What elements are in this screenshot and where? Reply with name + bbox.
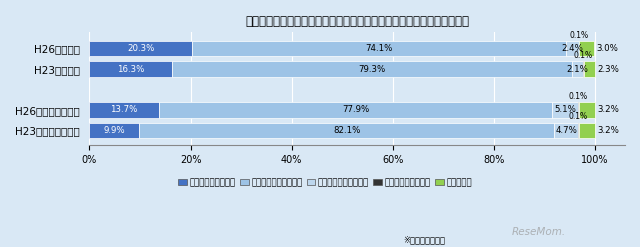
Legend: 大いに効果があった, ある程度効果があった, あまり効果はなかった, 全く効果はなかった, わからない: 大いに効果があった, ある程度効果があった, あまり効果はなかった, 全く効果は…	[175, 174, 476, 190]
Bar	[140, 123, 554, 138]
Bar	[566, 41, 579, 57]
Text: 16.3%: 16.3%	[117, 65, 145, 74]
Text: 2.4%: 2.4%	[561, 44, 584, 53]
Text: 74.1%: 74.1%	[365, 44, 393, 53]
Bar	[192, 41, 566, 57]
Text: 77.9%: 77.9%	[342, 105, 369, 114]
Bar	[172, 61, 572, 77]
Text: 13.7%: 13.7%	[110, 105, 138, 114]
Bar	[159, 102, 552, 118]
Text: 79.3%: 79.3%	[358, 65, 386, 74]
Text: 2.1%: 2.1%	[567, 65, 589, 74]
Text: ReseMom.: ReseMom.	[512, 227, 566, 237]
Bar	[554, 123, 578, 138]
Bar	[90, 61, 172, 77]
Text: ※国公私立合計値: ※国公私立合計値	[403, 236, 445, 245]
Bar	[90, 102, 159, 118]
Text: 5.1%: 5.1%	[554, 105, 576, 114]
Bar	[579, 123, 595, 138]
Bar	[90, 123, 140, 138]
Text: 3.0%: 3.0%	[596, 44, 619, 53]
Text: 0.1%: 0.1%	[573, 51, 593, 60]
Text: 3.2%: 3.2%	[597, 105, 619, 114]
Bar	[584, 61, 595, 77]
Bar	[572, 61, 583, 77]
Text: 2.3%: 2.3%	[598, 65, 620, 74]
Bar	[90, 41, 192, 57]
Text: 0.1%: 0.1%	[569, 31, 588, 40]
Text: 3.2%: 3.2%	[597, 126, 619, 135]
Text: 20.3%: 20.3%	[127, 44, 154, 53]
Bar	[579, 41, 594, 57]
Text: 9.9%: 9.9%	[104, 126, 125, 135]
Text: 0.1%: 0.1%	[569, 112, 588, 122]
Title: 「学校運営の組織的・継続的改善にどの程度効果があったと考えるか」: 「学校運営の組織的・継続的改善にどの程度効果があったと考えるか」	[245, 15, 469, 28]
Text: 82.1%: 82.1%	[333, 126, 360, 135]
Text: 0.1%: 0.1%	[569, 92, 588, 101]
Bar	[552, 102, 578, 118]
Text: 4.7%: 4.7%	[556, 126, 577, 135]
Bar	[579, 102, 595, 118]
